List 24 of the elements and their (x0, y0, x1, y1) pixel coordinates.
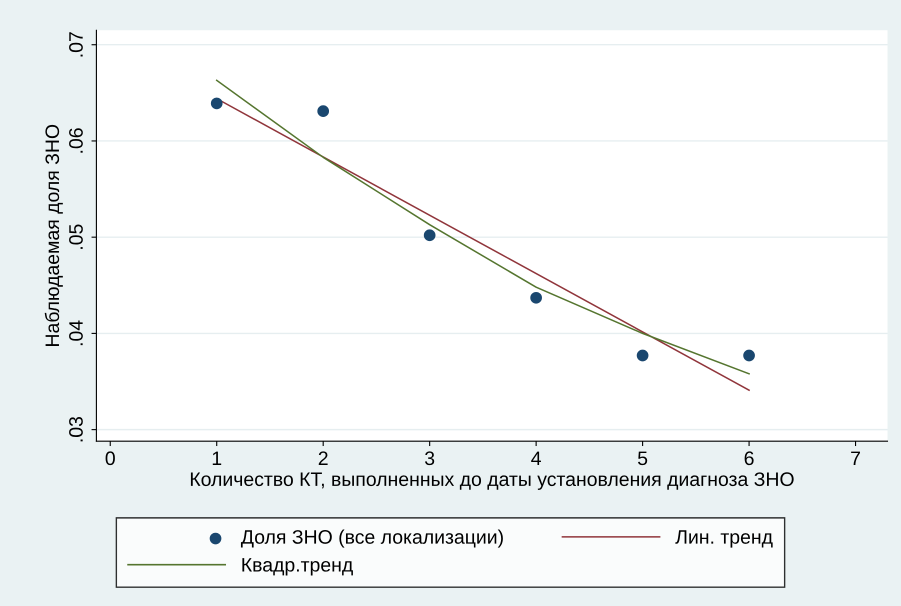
x-tick-label: 0 (106, 451, 115, 466)
x-tick-label: 7 (851, 452, 860, 465)
point (530, 292, 542, 304)
point (317, 105, 330, 117)
point (424, 229, 436, 242)
x-tick-label: 4 (531, 452, 541, 465)
x-tick-label: 5 (638, 452, 648, 466)
legend-label: Доля ЗНО (все локализации) (240, 530, 503, 548)
x-tick-label: 3 (424, 451, 434, 466)
point (743, 350, 755, 362)
x-tick-label: 6 (744, 451, 754, 466)
point (210, 98, 223, 110)
x-axis-title: Количество КТ, выполненных до даты установления диагноза ЗНО (190, 472, 794, 490)
x-tick-label: 2 (318, 451, 328, 465)
y-tick-label: .05 (69, 224, 83, 249)
legend-label: Квадр.тренд (242, 558, 353, 576)
y-tick-label: .04 (69, 320, 83, 346)
point (636, 350, 648, 362)
x-tick-label: 1 (212, 452, 222, 465)
y-tick-label: .06 (69, 128, 83, 153)
legend-label: Лин. тренд (675, 530, 773, 548)
y-axis-title: Наблюдаемая доля ЗНО (44, 124, 63, 346)
y-tick-label: .07 (69, 32, 83, 56)
y-tick-label: .03 (69, 416, 83, 442)
